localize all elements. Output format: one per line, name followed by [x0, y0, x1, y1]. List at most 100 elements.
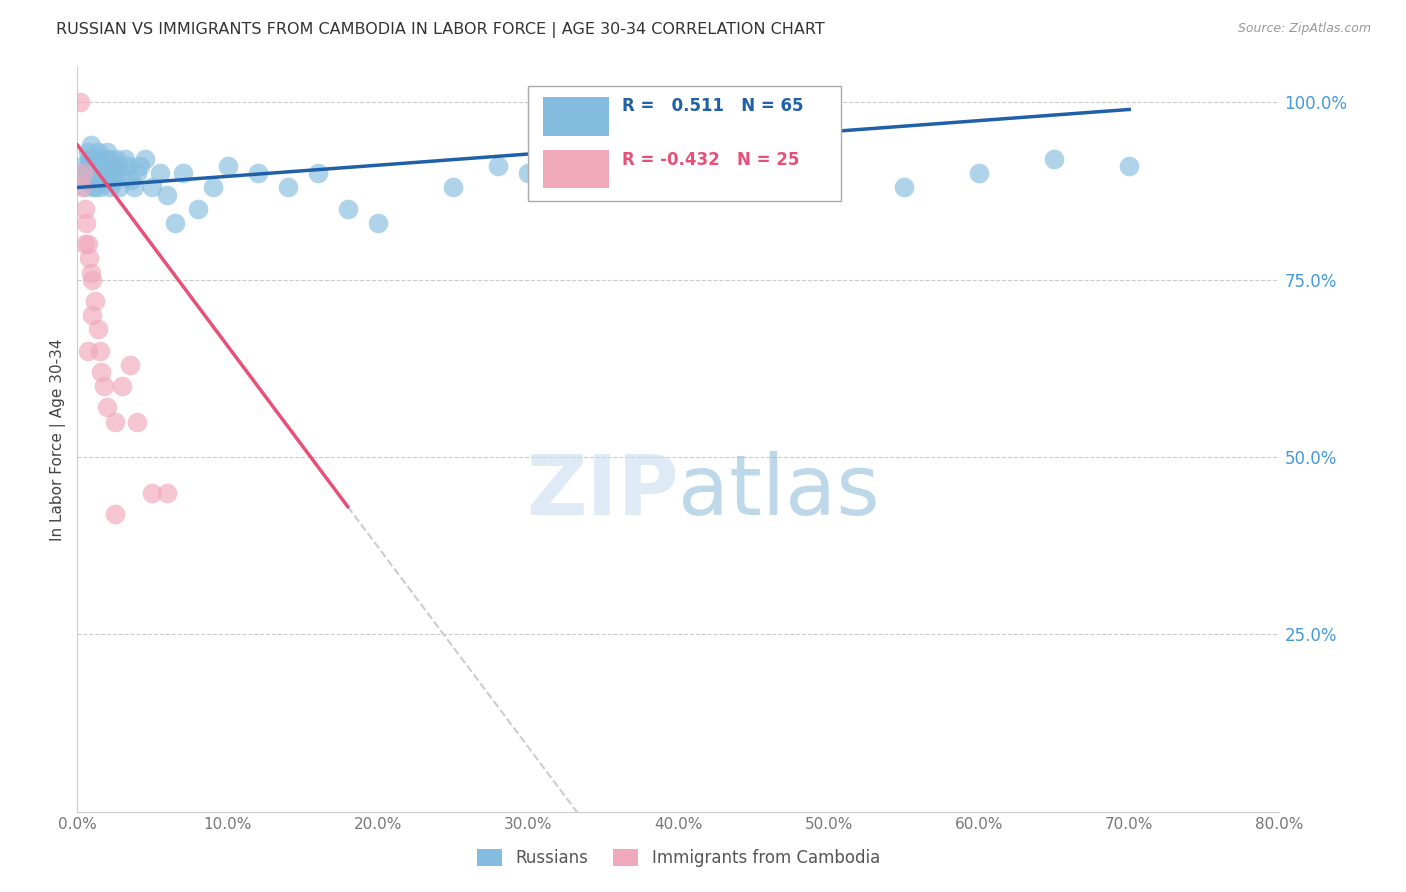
Point — [91, 166, 114, 180]
Point — [592, 159, 614, 173]
Point — [73, 180, 96, 194]
Point — [90, 365, 112, 379]
Point — [86, 166, 108, 180]
Point — [172, 166, 194, 180]
Point — [80, 137, 103, 152]
Point — [79, 252, 101, 266]
Point — [149, 166, 172, 180]
Point — [104, 507, 127, 521]
Point — [70, 159, 93, 173]
Point — [967, 166, 990, 180]
Point — [82, 173, 104, 187]
Point — [82, 308, 104, 322]
Text: Source: ZipAtlas.com: Source: ZipAtlas.com — [1237, 22, 1371, 36]
Point — [517, 166, 540, 180]
Point — [246, 166, 269, 180]
Point — [668, 166, 690, 180]
FancyBboxPatch shape — [529, 86, 841, 201]
Point — [117, 159, 139, 173]
Point — [156, 187, 179, 202]
Point — [84, 180, 107, 194]
Point — [307, 166, 329, 180]
Point — [93, 379, 115, 393]
Text: R = -0.432   N = 25: R = -0.432 N = 25 — [621, 151, 799, 169]
Point — [75, 166, 97, 180]
Point — [100, 180, 122, 194]
Point — [79, 159, 101, 173]
Point — [72, 166, 94, 180]
Point — [114, 152, 136, 166]
Point — [104, 415, 127, 429]
Point — [104, 173, 127, 187]
Point — [336, 202, 359, 216]
Point — [87, 322, 110, 336]
Point — [84, 159, 107, 173]
Point — [127, 166, 149, 180]
Point — [93, 152, 115, 166]
Point — [441, 180, 464, 194]
Point — [83, 180, 105, 194]
Point — [141, 180, 163, 194]
Point — [817, 166, 839, 180]
Point — [134, 152, 156, 166]
Point — [75, 216, 97, 230]
Point — [108, 180, 131, 194]
Point — [80, 266, 103, 280]
Point — [486, 159, 509, 173]
Point — [120, 173, 142, 187]
Point — [89, 180, 111, 194]
Point — [90, 152, 112, 166]
Point — [89, 343, 111, 358]
Point — [79, 152, 101, 166]
Point — [87, 145, 110, 159]
Point — [1043, 152, 1066, 166]
Point — [97, 152, 120, 166]
Point — [76, 343, 98, 358]
Point — [101, 159, 124, 173]
Point — [141, 485, 163, 500]
Point — [124, 180, 146, 194]
Point — [96, 401, 118, 415]
Point — [73, 202, 96, 216]
Point — [72, 173, 94, 187]
Point — [73, 237, 96, 252]
Point — [94, 159, 117, 173]
Point — [742, 180, 765, 194]
Point — [893, 180, 915, 194]
Text: RUSSIAN VS IMMIGRANTS FROM CAMBODIA IN LABOR FORCE | AGE 30-34 CORRELATION CHART: RUSSIAN VS IMMIGRANTS FROM CAMBODIA IN L… — [56, 22, 825, 38]
Text: R =   0.511   N = 65: R = 0.511 N = 65 — [621, 97, 803, 115]
Point — [107, 159, 129, 173]
Point — [69, 95, 91, 110]
Point — [201, 180, 224, 194]
Point — [103, 166, 125, 180]
Point — [367, 216, 389, 230]
Text: ZIP: ZIP — [526, 451, 679, 532]
Point — [111, 379, 134, 393]
Text: atlas: atlas — [679, 451, 880, 532]
Point — [277, 180, 299, 194]
Point — [96, 166, 118, 180]
Point — [93, 173, 115, 187]
Point — [111, 166, 134, 180]
Y-axis label: In Labor Force | Age 30-34: In Labor Force | Age 30-34 — [51, 338, 66, 541]
Point — [70, 180, 93, 194]
Point — [84, 293, 107, 308]
Point — [217, 159, 239, 173]
Point — [127, 415, 149, 429]
Point — [89, 159, 111, 173]
FancyBboxPatch shape — [543, 150, 609, 188]
Point — [118, 358, 141, 372]
Point — [96, 145, 118, 159]
Legend: Russians, Immigrants from Cambodia: Russians, Immigrants from Cambodia — [471, 843, 886, 874]
Point — [156, 485, 179, 500]
Point — [82, 273, 104, 287]
FancyBboxPatch shape — [543, 97, 609, 136]
Point — [163, 216, 186, 230]
Point — [76, 237, 98, 252]
Point — [76, 145, 98, 159]
Point — [1118, 159, 1140, 173]
Point — [82, 152, 104, 166]
Point — [104, 166, 127, 180]
Point — [129, 159, 152, 173]
Point — [187, 202, 209, 216]
